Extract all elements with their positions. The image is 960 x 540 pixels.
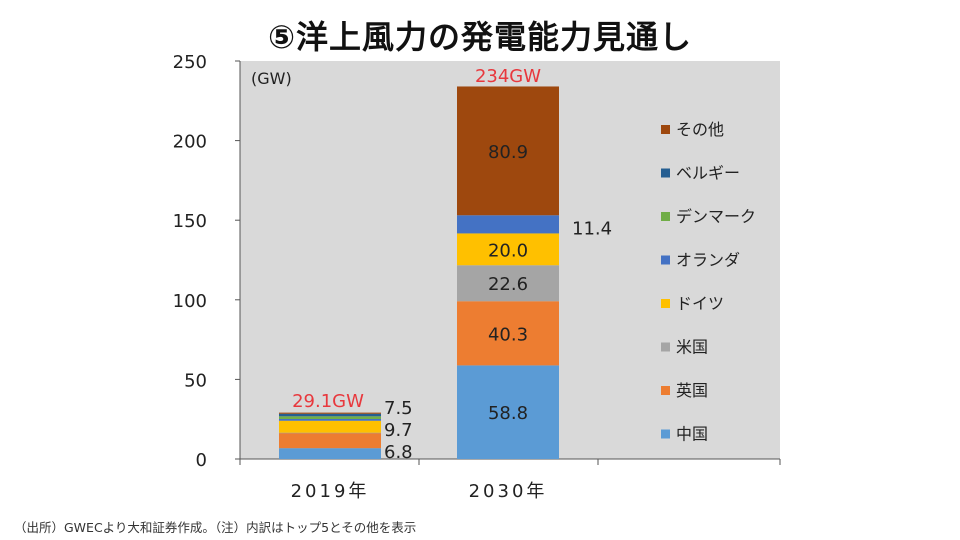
bar-segment-0-3 — [279, 420, 381, 433]
bar-segment-1-1 — [457, 301, 559, 366]
data-label: 58.8 — [488, 403, 528, 424]
y-tick-label: 50 — [184, 370, 207, 391]
y-tick-label: 150 — [173, 211, 207, 232]
data-label: 6.8 — [384, 442, 413, 463]
legend-label: ベルギー — [676, 164, 740, 183]
x-category-label: 2030年 — [469, 481, 548, 502]
legend-label: デンマーク — [676, 207, 756, 226]
y-tick-label: 100 — [173, 291, 207, 312]
legend-label: 米国 — [676, 338, 708, 357]
unit-label: (GW) — [251, 69, 292, 88]
total-label: 29.1GW — [292, 391, 364, 412]
total-label: 234GW — [475, 66, 541, 87]
legend-swatch — [661, 125, 670, 134]
legend-label: その他 — [676, 120, 724, 139]
x-category-label: 2019年 — [291, 481, 370, 502]
y-tick-label: 200 — [173, 132, 207, 153]
legend-swatch — [661, 386, 670, 395]
chart-title: ⑤洋上風力の発電能力見通し — [267, 18, 693, 56]
legend-label: ドイツ — [676, 294, 724, 313]
y-tick-label: 0 — [196, 450, 207, 471]
data-label: 9.7 — [384, 420, 413, 441]
legend-label: オランダ — [676, 251, 740, 270]
legend-swatch — [661, 429, 670, 439]
bar-segment-0-5 — [279, 416, 381, 419]
legend-label: 中国 — [676, 425, 708, 444]
bar-segment-0-4 — [279, 418, 381, 421]
bar-segment-1-3 — [457, 233, 559, 266]
data-label: 11.4 — [572, 218, 612, 239]
bar-segment-1-4 — [457, 215, 559, 234]
data-label: 40.3 — [488, 324, 528, 345]
bar-segment-1-2 — [457, 265, 559, 302]
bar-segment-0-6 — [279, 413, 381, 417]
data-label: 22.6 — [488, 274, 528, 295]
bar-segment-0-2 — [279, 432, 381, 434]
bar-segment-1-0 — [457, 365, 559, 459]
legend-swatch — [661, 342, 670, 352]
legend-swatch — [661, 168, 670, 178]
bar-segment-0-7 — [279, 412, 381, 414]
legend-label: 英国 — [676, 381, 708, 400]
bar-segment-1-7 — [457, 86, 559, 216]
data-label: 20.0 — [488, 240, 528, 261]
bar-segment-0-0 — [279, 448, 381, 459]
legend-swatch — [661, 299, 670, 308]
data-label: 80.9 — [488, 142, 528, 163]
source-note: （出所）GWECより大和証券作成。（注）内訳はトップ5とその他を表示 — [14, 520, 417, 535]
bar-segment-0-1 — [279, 432, 381, 449]
legend-swatch — [661, 212, 670, 221]
data-label: 7.5 — [384, 398, 413, 419]
y-tick-label: 250 — [173, 52, 207, 73]
legend-swatch — [661, 255, 670, 265]
